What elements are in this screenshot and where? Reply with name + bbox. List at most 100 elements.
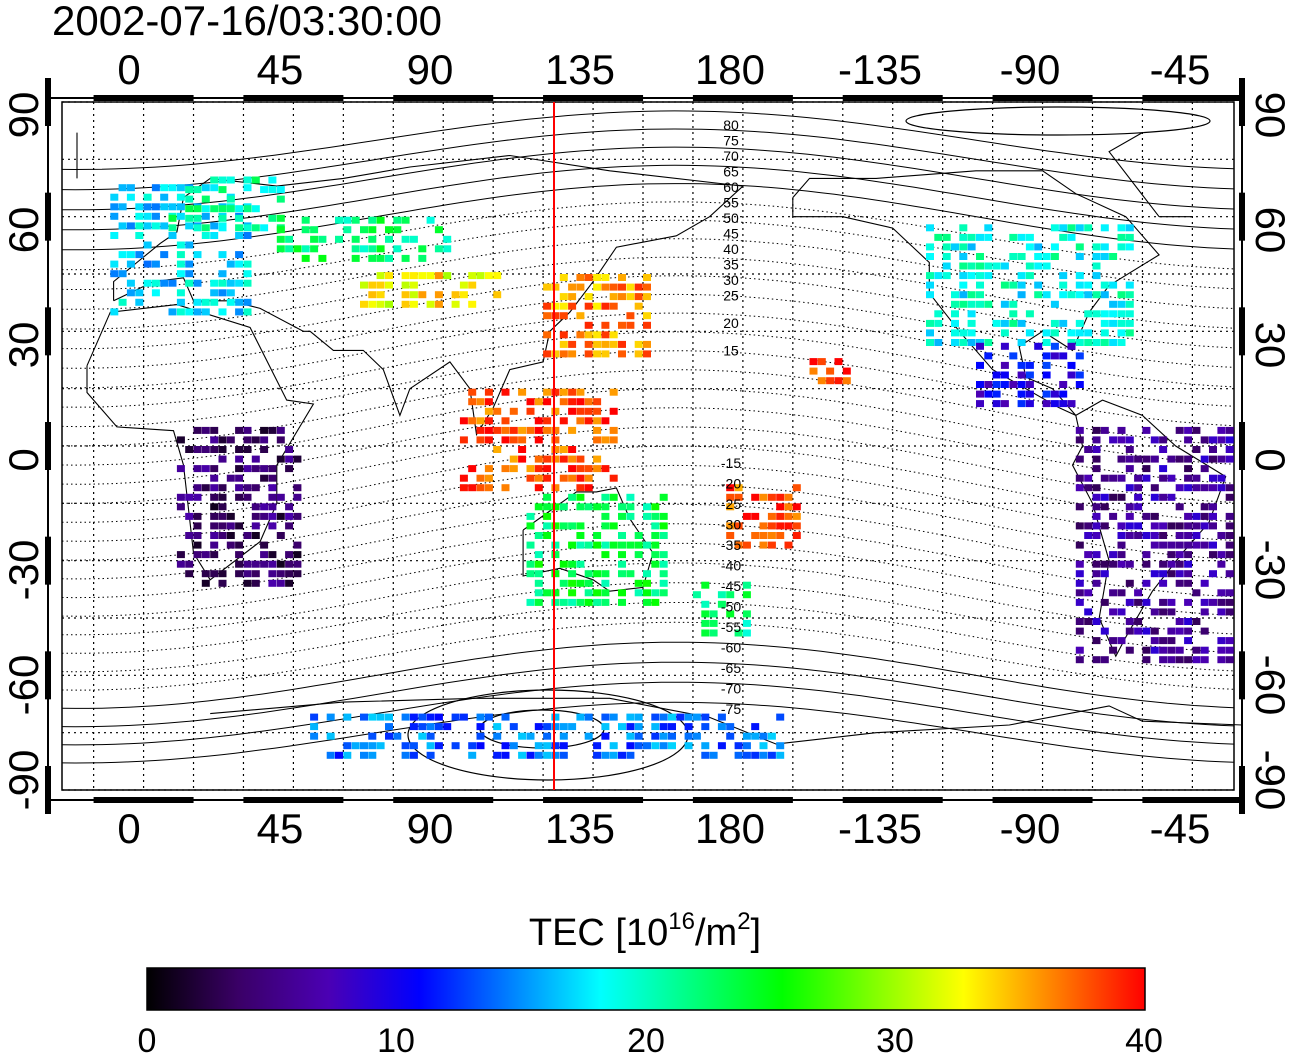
tec-cell (468, 388, 477, 396)
tec-cell (276, 532, 285, 539)
tec-cell (218, 224, 227, 232)
tec-cell (1109, 589, 1118, 597)
tec-cell (193, 298, 202, 306)
tec-cell (1100, 570, 1109, 578)
tec-cell (135, 289, 144, 297)
tec-cell (1109, 339, 1118, 346)
tec-cell (759, 541, 768, 549)
tec-cell (726, 522, 735, 530)
left-lat-label: -30 (0, 540, 47, 601)
tec-cell (1075, 371, 1084, 379)
tec-cell (593, 426, 602, 434)
tec-cell (484, 388, 493, 396)
tec-patch (168, 176, 285, 232)
tec-cell (1134, 484, 1143, 492)
tec-cell (742, 619, 751, 627)
tec-cell (260, 446, 269, 453)
tec-cell (609, 751, 618, 759)
tec-cell (601, 598, 610, 606)
tec-cell (285, 455, 294, 463)
tec-cell (193, 465, 202, 473)
tec-cell (951, 291, 959, 299)
tec-cell (310, 245, 319, 253)
tec-cell (210, 176, 219, 184)
tec-cell (226, 298, 235, 306)
tec-cell (559, 474, 568, 482)
tec-cell (1134, 493, 1143, 501)
tec-cell (426, 742, 435, 750)
tec-cell (185, 446, 194, 453)
tec-cell (1017, 233, 1026, 241)
tec-cell (1192, 618, 1201, 625)
tec-cell (218, 512, 227, 520)
tec-cell (268, 579, 277, 587)
tec-cell (243, 224, 252, 232)
tec-cell (1167, 570, 1176, 578)
tec-cell (784, 503, 793, 511)
colorbar-title-main: TEC [10 (529, 912, 668, 954)
tec-cell (609, 340, 618, 348)
tec-cell (385, 300, 393, 308)
tec-cell (151, 279, 160, 287)
axis-tick-top (243, 95, 344, 101)
tec-cell (1084, 329, 1093, 337)
tec-cell (551, 551, 560, 559)
tec-cell (559, 455, 568, 463)
tec-cell (235, 455, 244, 463)
axis-tick-right (1239, 766, 1245, 814)
maglat-contour (61, 523, 1235, 599)
tec-cell (1184, 484, 1193, 492)
tec-cell (593, 331, 602, 339)
tec-cell (268, 512, 277, 520)
axis-tick-bottom (692, 797, 793, 803)
tec-cell (1175, 503, 1184, 511)
tec-cell (251, 570, 260, 578)
tec-cell (1075, 627, 1084, 635)
tec-cell (260, 541, 269, 549)
graticule-grid (62, 101, 1234, 791)
tec-cell (601, 713, 610, 721)
tec-cell (226, 260, 235, 268)
tec-cell (1167, 541, 1176, 549)
tec-cell (984, 381, 993, 388)
tec-cell (235, 541, 244, 549)
tec-cell (1125, 598, 1134, 606)
bottom-lon-label: 0 (117, 805, 140, 852)
tec-cell (1109, 512, 1118, 520)
tec-cell (526, 474, 535, 482)
tec-cell (418, 713, 427, 721)
tec-cell (543, 465, 552, 473)
tec-cell (742, 512, 751, 520)
tec-cell (643, 589, 651, 597)
tec-cell (201, 232, 210, 239)
tec-cell (701, 581, 710, 589)
tec-cell (268, 551, 277, 559)
tec-cell (618, 598, 626, 606)
tec-cell (1192, 541, 1201, 549)
tec-cell (776, 742, 785, 750)
tec-cell (1159, 570, 1168, 578)
tec-cell (218, 436, 227, 444)
tec-cell (126, 260, 135, 268)
tec-cell (1084, 522, 1093, 530)
tec-cell (343, 742, 352, 750)
tec-cell (493, 407, 502, 415)
tec-cell (1217, 560, 1226, 568)
tec-cell (368, 254, 377, 262)
maglat-label: -40 (721, 558, 741, 574)
tec-cell (967, 233, 976, 241)
tec-cell (293, 493, 302, 501)
tec-cell (1117, 319, 1126, 327)
tec-cell (618, 274, 626, 281)
tec-cell (643, 512, 651, 520)
tec-cell (1117, 339, 1126, 346)
tec-cell (1175, 646, 1184, 654)
tec-cell (251, 522, 260, 530)
tec-cell (235, 484, 244, 492)
tec-cell (1075, 319, 1084, 327)
tec-cell (1192, 656, 1201, 664)
tec-cell (243, 484, 252, 492)
tec-cell (601, 551, 610, 559)
tec-cell (285, 235, 294, 243)
tec-cell (218, 308, 227, 316)
